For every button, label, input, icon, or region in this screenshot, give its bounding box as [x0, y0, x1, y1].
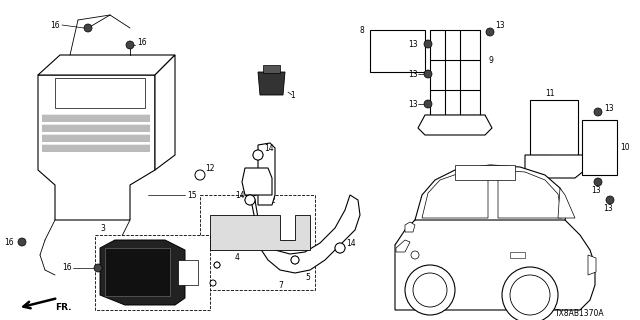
Circle shape [502, 267, 558, 320]
Polygon shape [415, 165, 568, 220]
Text: 14: 14 [264, 143, 274, 153]
Bar [42, 115, 150, 122]
Circle shape [405, 265, 455, 315]
Text: 13: 13 [591, 186, 600, 195]
Polygon shape [38, 75, 155, 220]
Circle shape [486, 28, 494, 36]
Polygon shape [155, 55, 175, 170]
Bar [42, 145, 150, 152]
Circle shape [195, 170, 205, 180]
Circle shape [424, 100, 432, 108]
Circle shape [94, 264, 102, 272]
Text: 13: 13 [408, 69, 418, 78]
Polygon shape [258, 72, 285, 95]
Circle shape [606, 196, 614, 204]
Text: 7: 7 [278, 281, 283, 290]
Text: 16: 16 [51, 20, 60, 29]
Polygon shape [38, 55, 175, 75]
Polygon shape [258, 143, 275, 205]
Bar [582, 120, 617, 175]
Polygon shape [405, 222, 415, 232]
Text: 13: 13 [603, 204, 612, 212]
Circle shape [594, 178, 602, 186]
Polygon shape [396, 240, 410, 252]
Polygon shape [395, 203, 595, 310]
Text: 8: 8 [359, 26, 364, 35]
Bar [95, 235, 210, 310]
Circle shape [594, 108, 602, 116]
Circle shape [335, 243, 345, 253]
Text: TX8AB1370A: TX8AB1370A [555, 309, 605, 318]
Text: 9: 9 [488, 55, 493, 65]
Circle shape [411, 251, 419, 259]
Bar [178, 260, 198, 285]
Text: 5: 5 [305, 274, 310, 283]
Circle shape [18, 238, 26, 246]
Bar [263, 65, 280, 73]
Bar [55, 78, 145, 108]
Polygon shape [210, 215, 310, 250]
Text: 12: 12 [205, 164, 214, 172]
Text: 4: 4 [235, 253, 240, 262]
Text: 13: 13 [495, 20, 504, 29]
Circle shape [253, 150, 263, 160]
Polygon shape [530, 100, 578, 168]
Text: 16: 16 [4, 237, 14, 246]
Text: 14: 14 [235, 190, 244, 199]
Circle shape [245, 195, 255, 205]
Bar [105, 248, 170, 296]
Circle shape [291, 256, 299, 264]
Polygon shape [250, 195, 360, 273]
Polygon shape [588, 255, 596, 275]
Polygon shape [100, 240, 185, 305]
Circle shape [413, 273, 447, 307]
Text: 15: 15 [187, 190, 196, 199]
Circle shape [424, 70, 432, 78]
Circle shape [291, 256, 299, 264]
Circle shape [84, 24, 92, 32]
Polygon shape [525, 155, 585, 178]
Text: 16: 16 [137, 37, 147, 46]
Text: FR.: FR. [55, 303, 72, 313]
Circle shape [335, 243, 345, 253]
Bar [42, 125, 150, 132]
Text: 13: 13 [408, 100, 418, 108]
Bar [370, 30, 425, 72]
Text: 11: 11 [545, 89, 555, 98]
Circle shape [253, 150, 263, 160]
Polygon shape [418, 115, 492, 135]
Circle shape [126, 41, 134, 49]
Text: 1: 1 [290, 91, 295, 100]
Polygon shape [242, 168, 272, 195]
Text: 2: 2 [270, 196, 275, 204]
Circle shape [210, 280, 216, 286]
Bar [455, 165, 515, 180]
Text: 14: 14 [346, 238, 356, 247]
Text: 13: 13 [408, 39, 418, 49]
Text: 10: 10 [620, 142, 630, 151]
Text: 16: 16 [62, 263, 72, 273]
Polygon shape [558, 188, 575, 218]
Circle shape [245, 195, 255, 205]
Polygon shape [422, 170, 488, 218]
Text: 3: 3 [100, 223, 105, 233]
Bar [42, 135, 150, 142]
Bar [510, 252, 525, 258]
Text: 6: 6 [198, 278, 203, 287]
Text: 13: 13 [604, 103, 614, 113]
Circle shape [214, 262, 220, 268]
Polygon shape [498, 170, 562, 218]
Circle shape [510, 275, 550, 315]
Circle shape [214, 262, 220, 268]
Bar [200, 195, 315, 290]
Circle shape [424, 40, 432, 48]
